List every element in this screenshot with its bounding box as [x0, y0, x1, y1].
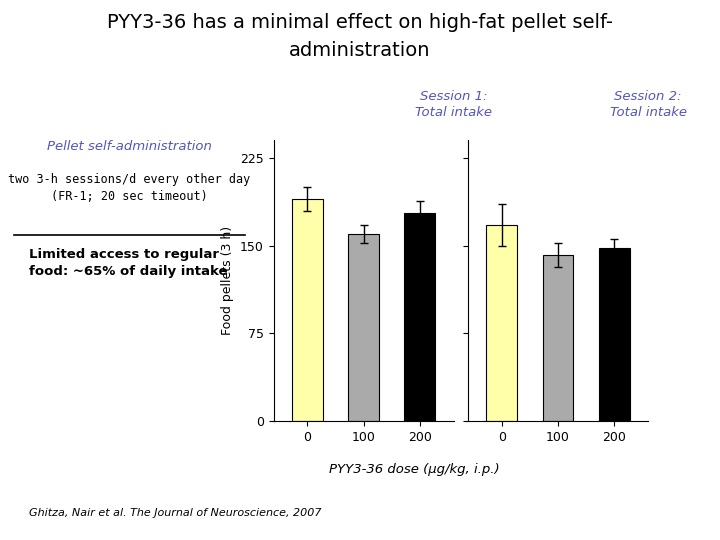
Y-axis label: Food pellets (3 h): Food pellets (3 h) [222, 226, 235, 335]
Bar [486, 225, 517, 421]
Text: Pellet self-administration: Pellet self-administration [48, 140, 212, 153]
Text: administration: administration [289, 40, 431, 59]
Text: two 3-h sessions/d every other day
(FR-1; 20 sec timeout): two 3-h sessions/d every other day (FR-1… [9, 173, 251, 203]
Bar [405, 213, 436, 421]
Text: Ghitza, Nair et al. The Journal of Neuroscience, 2007: Ghitza, Nair et al. The Journal of Neuro… [29, 508, 321, 518]
Text: Session 1:
Total intake: Session 1: Total intake [415, 90, 492, 119]
Bar [599, 248, 630, 421]
Bar [348, 234, 379, 421]
Text: PYY3-36 has a minimal effect on high-fat pellet self-: PYY3-36 has a minimal effect on high-fat… [107, 14, 613, 32]
Bar [292, 199, 323, 421]
Text: Session 2:
Total intake: Session 2: Total intake [610, 90, 686, 119]
Text: Limited access to regular
food: ~65% of daily intake: Limited access to regular food: ~65% of … [29, 248, 228, 279]
Bar [543, 255, 573, 421]
Text: PYY3-36 dose (μg/kg, i.p.): PYY3-36 dose (μg/kg, i.p.) [329, 463, 499, 476]
